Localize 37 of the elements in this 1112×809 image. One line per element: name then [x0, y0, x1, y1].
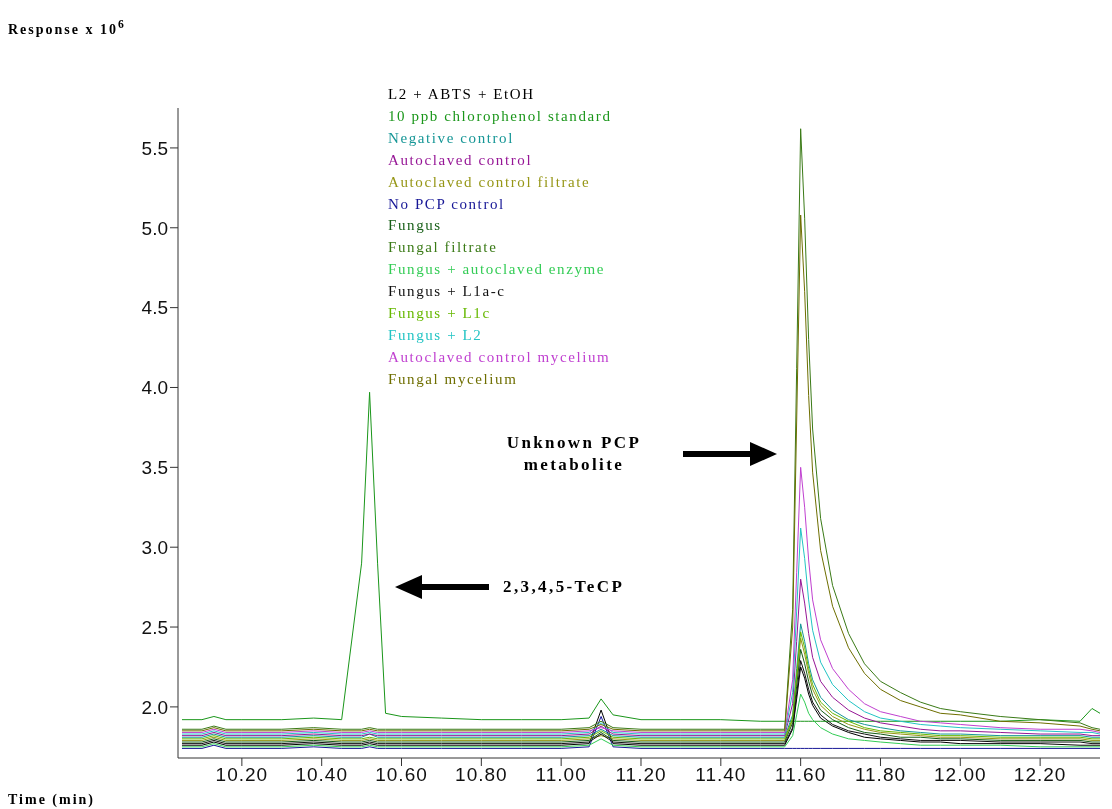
text: Response x 10$^{6}$	[8, 18, 126, 38]
x-tick-label: 10.40	[295, 764, 348, 786]
text: Autoclaved control filtrate	[388, 172, 592, 192]
text: Fungus + L1c	[388, 304, 492, 324]
y-tick-label: 4.0	[141, 377, 168, 399]
x-tick-label: 12.00	[934, 764, 987, 786]
text: Autoclaved control mycelium	[388, 347, 612, 367]
y-tick-label: 2.5	[141, 616, 168, 638]
text: Fungus + L2	[388, 325, 484, 345]
x-axis-title: Time (min)	[8, 792, 96, 808]
x-tick-label: 10.60	[375, 764, 428, 786]
x-tick-label: 11.80	[854, 764, 907, 786]
y-tick-label: 5.5	[141, 137, 168, 159]
y-tick-label: 3.0	[141, 536, 168, 558]
x-tick-label: 11.20	[615, 764, 667, 786]
text: Autoclaved control	[388, 150, 534, 170]
text: Fungus + autoclaved enzyme	[388, 260, 607, 280]
y-tick-label: 3.5	[141, 457, 168, 479]
text: Fungus	[388, 216, 443, 236]
text: Negative control	[388, 128, 515, 148]
x-tick-label: 10.20	[215, 764, 269, 786]
annotation: Unknown PCP metabolite	[505, 432, 643, 476]
text: L2 + ABTS + EtOH	[388, 85, 536, 104]
y-tick-label: 5.0	[141, 217, 168, 239]
annotation: 2,3,4,5-TeCP	[503, 576, 626, 598]
y-tick-label: 4.5	[141, 297, 168, 319]
text: Fungal mycelium	[388, 369, 519, 389]
text: Fungus + L1a-c	[388, 282, 507, 302]
text: No PCP control	[388, 194, 506, 214]
x-tick-label: 11.00	[535, 764, 587, 786]
text: Fungal filtrate	[388, 238, 499, 258]
x-tick-label: 12.20	[1013, 764, 1067, 786]
x-tick-label: 11.40	[695, 764, 747, 786]
x-tick-label: 11.60	[775, 764, 827, 786]
x-tick-label: 10.80	[455, 764, 508, 786]
text: 10 ppb chlorophenol standard	[388, 106, 612, 126]
y-tick-label: 2.0	[141, 696, 168, 718]
